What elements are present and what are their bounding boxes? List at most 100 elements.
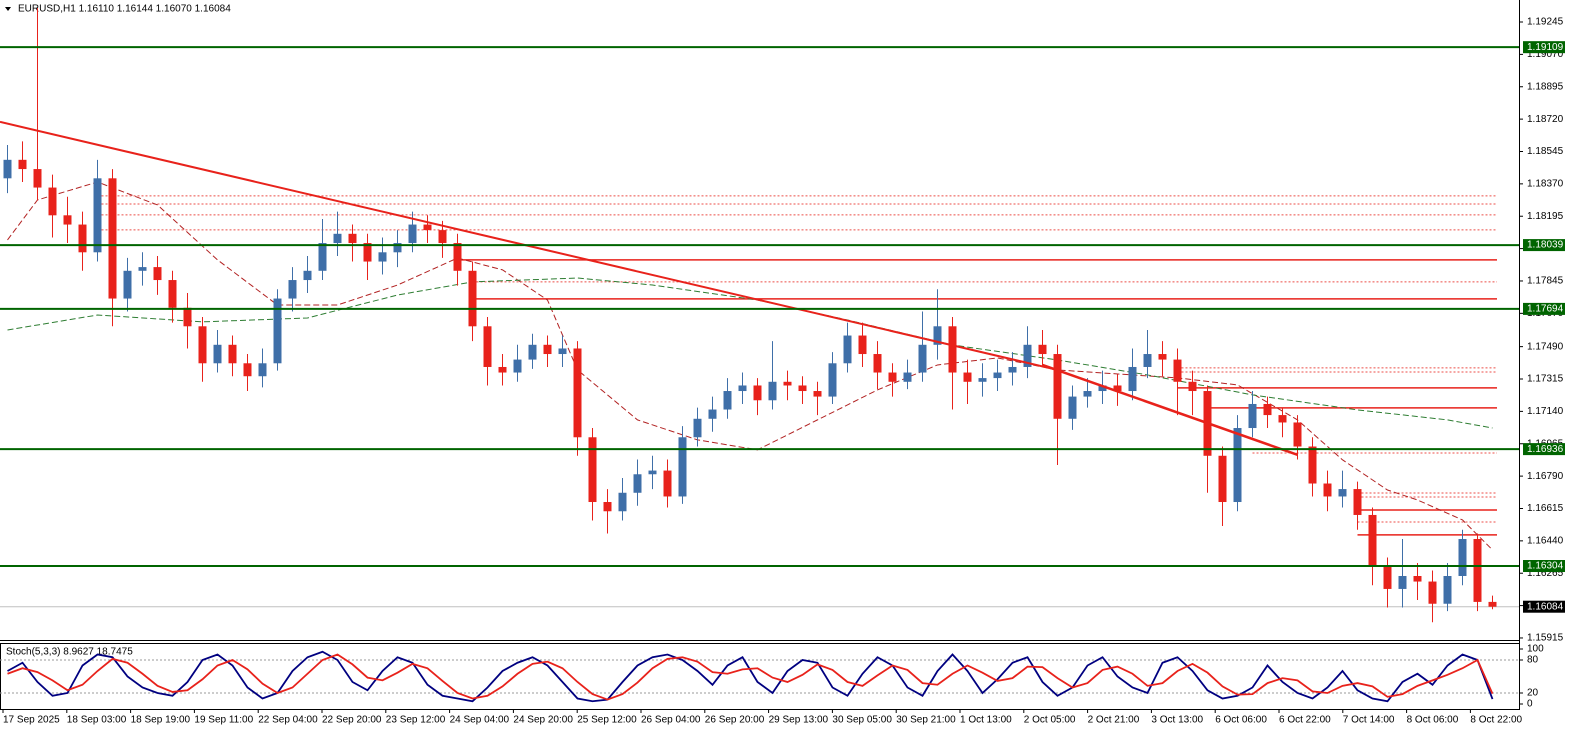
y-tick-label: 1.17845 xyxy=(1527,276,1564,287)
candle-body xyxy=(1098,385,1107,392)
x-tick-label: 30 Sep 21:00 xyxy=(896,715,956,726)
candle-body xyxy=(993,372,1002,379)
candle-body xyxy=(1428,581,1437,604)
candle-body xyxy=(378,252,387,262)
candle-body xyxy=(483,326,492,367)
x-tick-label: 6 Oct 06:00 xyxy=(1215,715,1267,726)
candle-body xyxy=(123,270,132,299)
candle-body xyxy=(1128,366,1137,392)
candle-body xyxy=(903,372,912,382)
candle-body xyxy=(153,267,162,281)
candle-body xyxy=(1038,344,1047,355)
y-tick-label: 1.16265 xyxy=(1527,568,1564,579)
y-tick-label: 1.16615 xyxy=(1527,503,1564,514)
x-tick-label: 26 Sep 20:00 xyxy=(705,715,765,726)
candle-body xyxy=(1008,366,1017,373)
candle-body xyxy=(708,409,717,419)
y-tick-label: 1.17490 xyxy=(1527,341,1564,352)
x-tick-label: 26 Sep 04:00 xyxy=(641,715,701,726)
candle-body xyxy=(1023,344,1032,367)
candle-body xyxy=(408,224,417,244)
candle-body xyxy=(663,470,672,497)
candle-body xyxy=(558,348,567,355)
candle-body xyxy=(1473,539,1482,602)
candle-body xyxy=(633,474,642,493)
candle-body xyxy=(678,437,687,497)
candle-body xyxy=(963,372,972,382)
y-tick-label: 1.19070 xyxy=(1527,49,1564,60)
candle-body xyxy=(648,470,657,475)
x-tick-label: 29 Sep 13:00 xyxy=(769,715,829,726)
candle-body xyxy=(93,178,102,253)
candle-body xyxy=(1383,566,1392,589)
x-tick-label: 22 Sep 20:00 xyxy=(322,715,382,726)
candle-body xyxy=(498,366,507,373)
candle-body xyxy=(723,391,732,410)
level-label-bg xyxy=(1523,560,1565,573)
y-tick-label: 1.19245 xyxy=(1527,17,1564,28)
candle-body xyxy=(1233,428,1242,503)
x-tick-label: 8 Oct 06:00 xyxy=(1407,715,1459,726)
x-tick-label: 24 Sep 04:00 xyxy=(450,715,510,726)
candle-body xyxy=(1083,391,1092,397)
candle-body xyxy=(918,344,927,373)
candle-body xyxy=(1323,483,1332,497)
candle-body xyxy=(858,335,867,355)
candle-body xyxy=(1368,514,1377,567)
y-tick-label: 1.16790 xyxy=(1527,471,1564,482)
candle-body xyxy=(1158,354,1167,360)
y-tick-label: 1.18370 xyxy=(1527,179,1564,190)
menu-triangle xyxy=(5,7,11,11)
candle-body xyxy=(393,243,402,253)
candle-body xyxy=(573,348,582,438)
candle-body xyxy=(933,326,942,345)
candle-body xyxy=(423,224,432,231)
candle-body xyxy=(48,187,57,216)
y-tick-label: 1.17140 xyxy=(1527,406,1564,417)
stoch-border xyxy=(0,643,1520,710)
candle-body xyxy=(333,233,342,244)
candle-body xyxy=(1218,455,1227,503)
candle-body xyxy=(1293,422,1302,447)
x-tick-label: 3 Oct 13:00 xyxy=(1151,715,1203,726)
y-tick-label: 1.15915 xyxy=(1527,633,1564,644)
x-tick-label: 22 Sep 04:00 xyxy=(258,715,318,726)
candle-body xyxy=(843,335,852,364)
candle-body xyxy=(813,391,822,397)
candle-body xyxy=(768,381,777,401)
candle-body xyxy=(1398,576,1407,589)
current-price-bg xyxy=(1523,600,1565,613)
y-tick-label: 1.17315 xyxy=(1527,374,1564,385)
stoch-line xyxy=(7,653,1494,701)
trendline xyxy=(1042,363,1298,457)
level-label: 1.16936 xyxy=(1527,444,1564,455)
x-tick-label: 24 Sep 20:00 xyxy=(513,715,573,726)
candle-body xyxy=(438,230,447,244)
level-label: 1.19109 xyxy=(1527,42,1564,53)
level-label-bg xyxy=(1523,302,1565,315)
candle-body xyxy=(1248,403,1257,429)
candle-body xyxy=(1068,396,1077,419)
level-label-bg xyxy=(1523,41,1565,54)
level-label: 1.18039 xyxy=(1527,240,1564,251)
candle-body xyxy=(783,381,792,386)
candle-body xyxy=(168,280,177,308)
candle-body xyxy=(198,326,207,364)
candle-body xyxy=(798,385,807,392)
candle-body xyxy=(978,378,987,382)
candle-body xyxy=(738,385,747,392)
candle-body xyxy=(1458,539,1467,576)
level-label-bg xyxy=(1523,443,1565,456)
level-label-bg xyxy=(1523,239,1565,252)
y-tick-label: 1.18895 xyxy=(1527,81,1564,92)
candle-body xyxy=(618,492,627,512)
current-price-label: 1.16084 xyxy=(1527,601,1564,612)
candle-body xyxy=(603,502,612,512)
y-tick-label: 1.18720 xyxy=(1527,114,1564,125)
candle-body xyxy=(1308,446,1317,484)
candle-body xyxy=(1263,403,1272,416)
candle-body xyxy=(363,243,372,262)
candle-body xyxy=(1278,415,1287,423)
